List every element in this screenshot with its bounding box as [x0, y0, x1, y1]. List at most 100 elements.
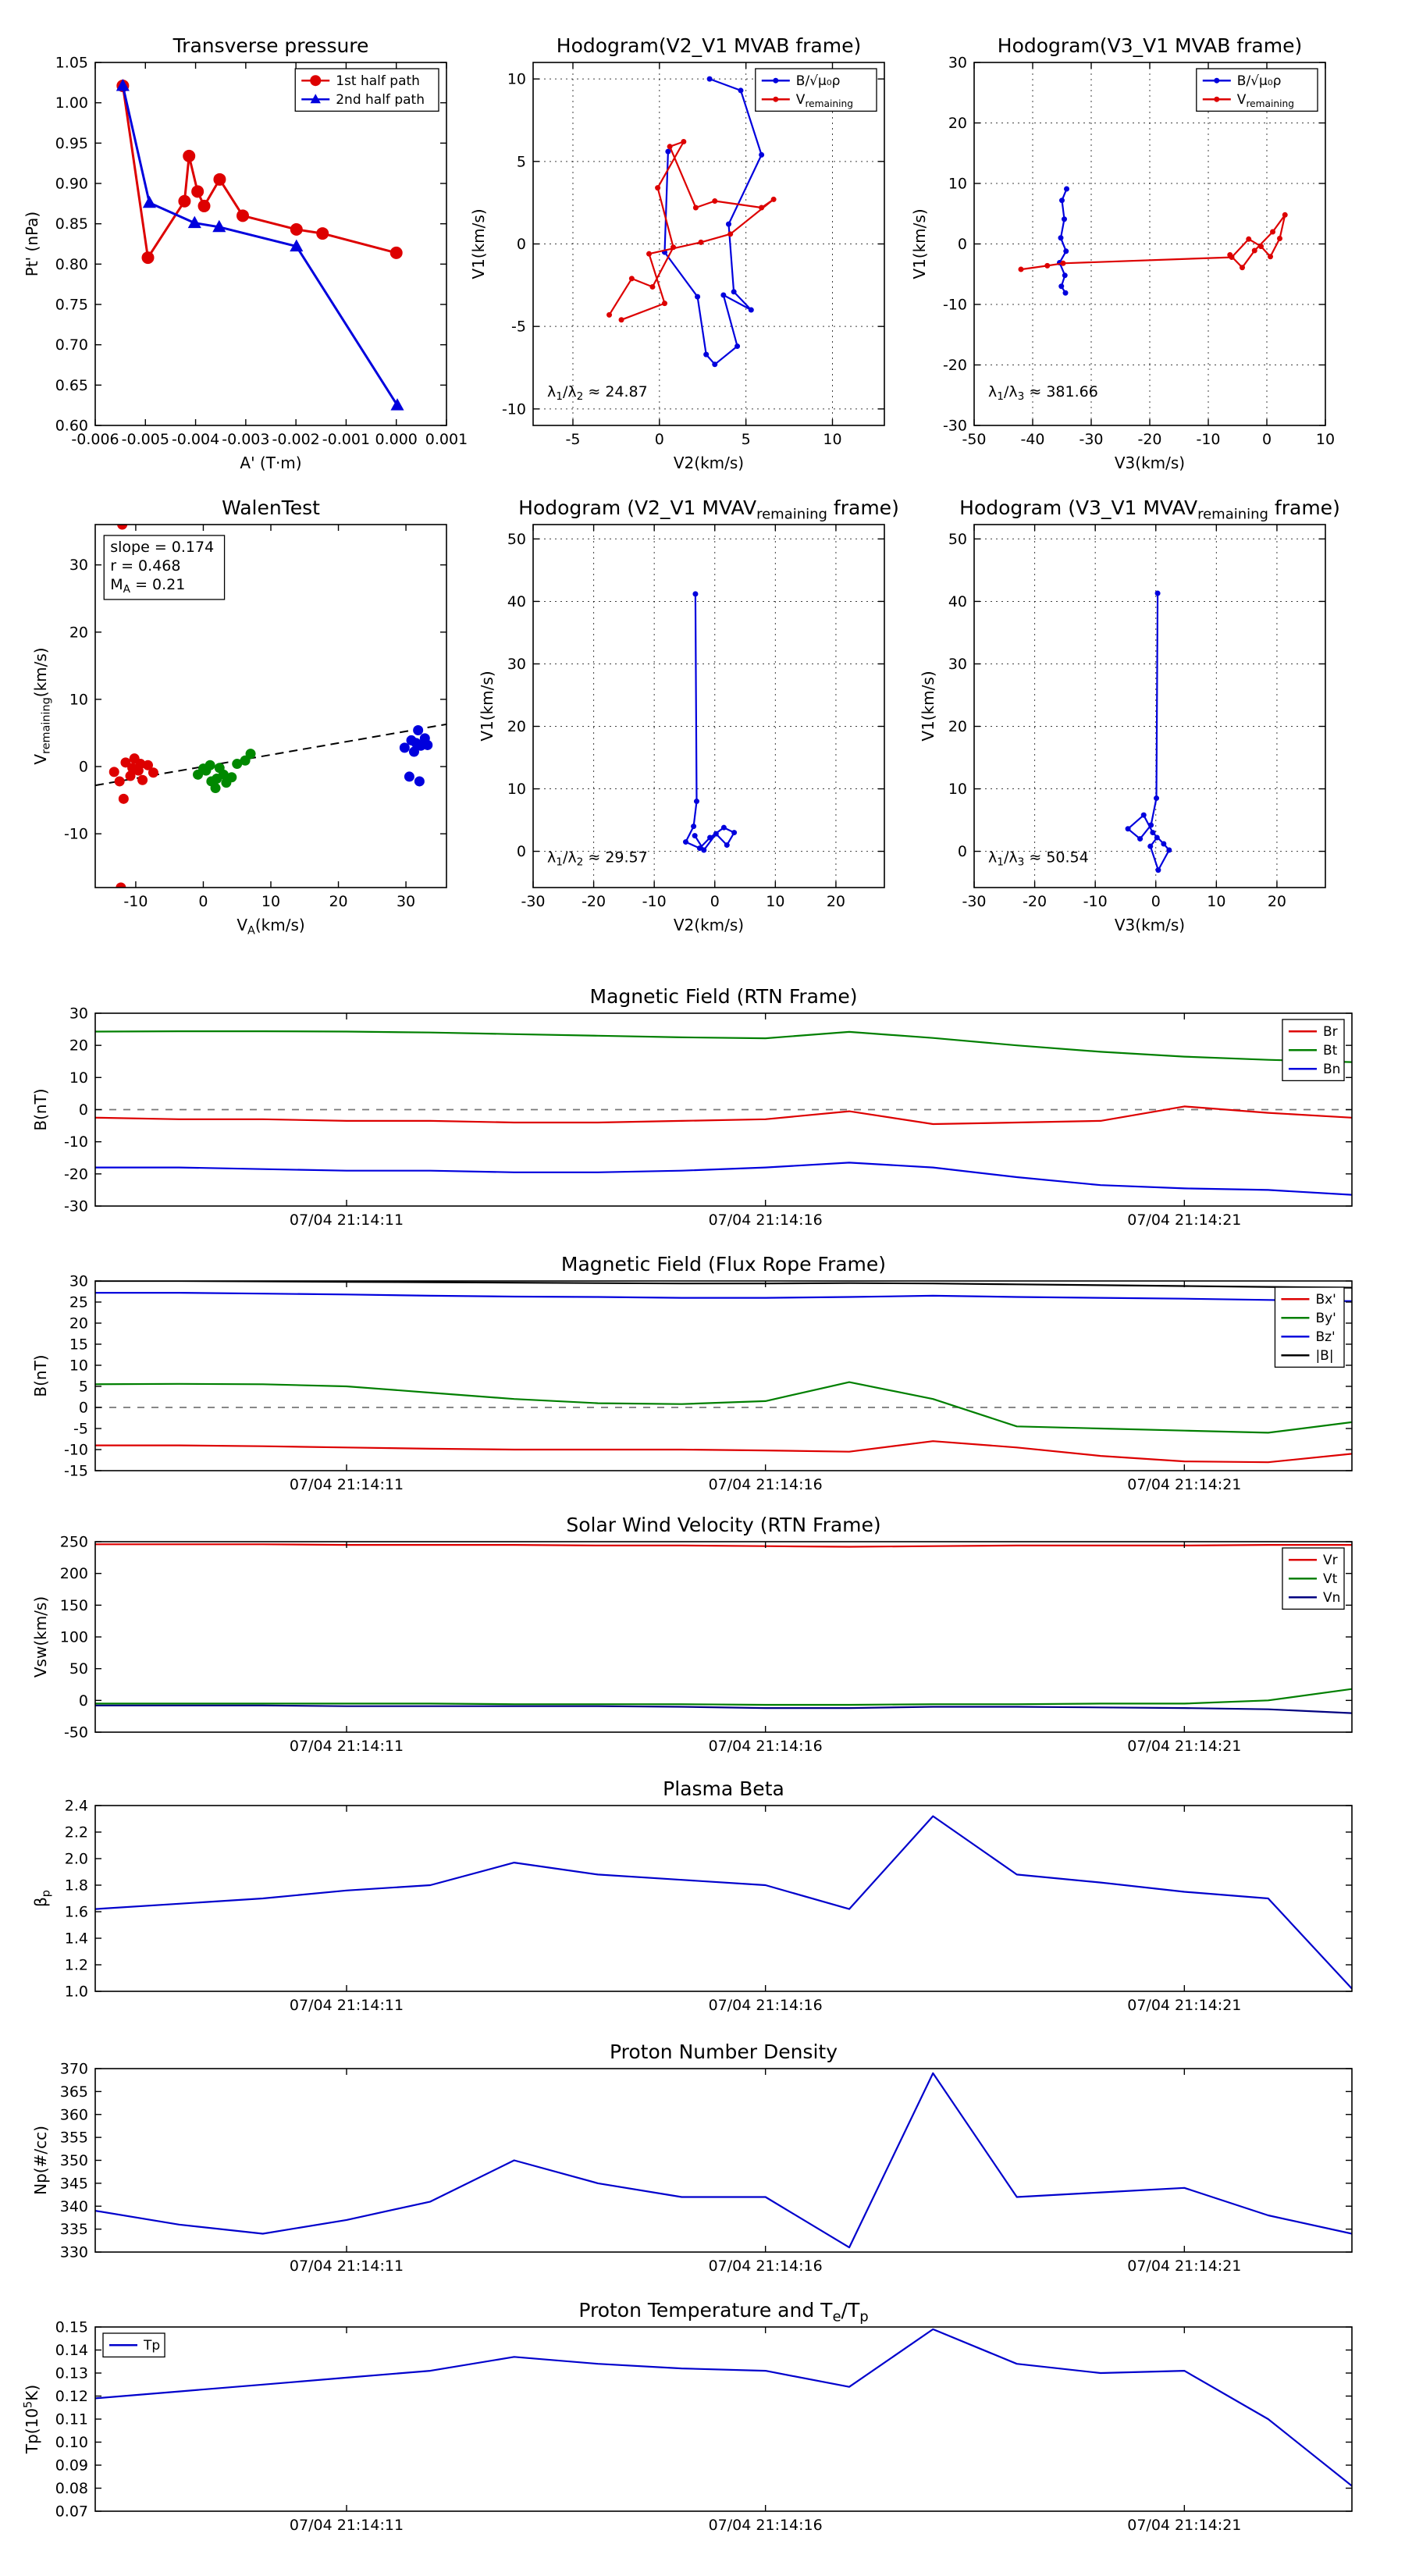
y-axis-label: V1(km/s)	[478, 671, 496, 741]
series-bt	[95, 1030, 1352, 1063]
svg-text:10: 10	[948, 781, 967, 798]
svg-text:20: 20	[1268, 893, 1286, 910]
annotation: λ1/λ3 ≈ 50.54	[988, 849, 1089, 868]
svg-text:0.07: 0.07	[55, 2503, 88, 2521]
y-axis-label: Np(#/cc)	[31, 2126, 50, 2195]
svg-text:07/04 21:14:21: 07/04 21:14:21	[1127, 1212, 1241, 1229]
chart-mag-flux-rope: 07/04 21:14:11 07/04 21:14:16 07/04 21:14:…	[31, 1253, 1353, 1493]
svg-text:07/04 21:14:16: 07/04 21:14:16	[709, 1212, 823, 1229]
y-axis-label: Pt' (nPa)	[23, 212, 41, 276]
svg-text:07/04 21:14:11: 07/04 21:14:11	[290, 1476, 404, 1493]
series-b-alfven	[661, 76, 765, 368]
svg-text:10: 10	[69, 1069, 88, 1087]
svg-text:0.001: 0.001	[425, 431, 468, 448]
series-b-alfven	[1057, 186, 1069, 296]
y-axis-label: Vsw(km/s)	[31, 1596, 50, 1678]
legend: B/√μ₀ρ Vremaining	[755, 68, 877, 112]
chart-hodogram-v2v1-mvav: -30 -20 -10 0 10 20 0 10 20 30 40 50 Hodogram (V2_V1…	[478, 496, 899, 934]
axis-ticks: 07/04 21:14:11 07/04 21:14:16 07/04 21:14:…	[65, 1798, 1352, 2014]
chart-proton-temperature: 07/04 21:14:11 07/04 21:14:16 07/04 21:14:…	[22, 2299, 1353, 2534]
svg-text:370: 370	[60, 2061, 88, 2078]
grid	[973, 525, 1325, 888]
chart-plasma-beta: 07/04 21:14:11 07/04 21:14:16 07/04 21:14:…	[31, 1777, 1353, 2014]
chart-title: WalenTest	[222, 496, 320, 519]
y-axis-label: B(nT)	[31, 1088, 50, 1130]
svg-text:10: 10	[69, 1357, 88, 1375]
svg-text:-0.004: -0.004	[172, 431, 219, 448]
svg-text:07/04 21:14:11: 07/04 21:14:11	[290, 1738, 404, 1755]
legend: 1st half path 2nd half path	[294, 68, 439, 112]
svg-text:150: 150	[60, 1597, 88, 1614]
svg-text:By': By'	[1315, 1311, 1336, 1326]
svg-text:-20: -20	[1023, 893, 1047, 910]
axis-ticks: -0.006 -0.005 -0.004 -0.003 -0.002 -0.001 0.00…	[55, 55, 468, 449]
svg-text:10: 10	[507, 781, 526, 798]
svg-text:Vt: Vt	[1323, 1571, 1338, 1587]
svg-text:-0.002: -0.002	[272, 431, 320, 448]
chart-walen-test: -10 0 10 20 30 -10 0 10 20 30 WalenTest VA(km/s) Vre…	[31, 496, 447, 937]
series-bn	[95, 1162, 1352, 1196]
svg-text:30: 30	[948, 656, 967, 673]
svg-text:Vremaining: Vremaining	[796, 92, 853, 109]
series-red-points	[108, 525, 158, 888]
y-axis-label: V1(km/s)	[469, 208, 488, 279]
svg-text:10: 10	[507, 71, 526, 88]
svg-text:λ1/λ3 ≈ 50.54: λ1/λ3 ≈ 50.54	[988, 849, 1089, 868]
axis-ticks: 07/04 21:14:11 07/04 21:14:16 07/04 21:14:…	[60, 2061, 1352, 2275]
svg-text:-30: -30	[1079, 431, 1103, 448]
svg-text:0: 0	[958, 843, 967, 860]
svg-text:0: 0	[79, 1692, 88, 1710]
chart-hodogram-v3v1-mvav: -30 -20 -10 0 10 20 0 10 20 30 40 50 Hodogram (V3_V1…	[919, 496, 1340, 934]
svg-text:0.75: 0.75	[55, 297, 88, 314]
grid	[532, 525, 884, 888]
axes-frame	[94, 2068, 1353, 2253]
series-beta	[95, 1815, 1352, 1990]
svg-text:2.0: 2.0	[65, 1851, 88, 1868]
chart-title: Proton Number Density	[610, 2041, 838, 2063]
svg-text:0: 0	[517, 843, 526, 860]
svg-text:0.95: 0.95	[55, 135, 88, 152]
svg-text:0.08: 0.08	[55, 2480, 88, 2497]
svg-text:λ1/λ2 ≈ 29.57: λ1/λ2 ≈ 29.57	[547, 849, 648, 868]
svg-text:07/04 21:14:21: 07/04 21:14:21	[1127, 1997, 1241, 2014]
svg-text:-0.006: -0.006	[71, 431, 119, 448]
series-vr	[95, 1543, 1352, 1548]
svg-text:0.15: 0.15	[55, 2319, 88, 2336]
svg-text:Bz': Bz'	[1315, 1329, 1335, 1345]
svg-text:07/04 21:14:11: 07/04 21:14:11	[290, 2517, 404, 2534]
svg-text:1.6: 1.6	[65, 1904, 88, 1921]
svg-text:-40: -40	[1020, 431, 1044, 448]
svg-text:0.85: 0.85	[55, 215, 88, 233]
svg-text:Bx': Bx'	[1315, 1292, 1336, 1308]
svg-text:0.11: 0.11	[55, 2411, 88, 2428]
y-axis-label: B(nT)	[31, 1354, 50, 1397]
svg-text:-5: -5	[73, 1421, 88, 1438]
x-axis-label: V3(km/s)	[1115, 454, 1185, 472]
svg-text:20: 20	[69, 1315, 88, 1332]
chart-title: Hodogram (V2_V1 MVAVremaining frame)	[518, 496, 899, 523]
svg-text:10: 10	[69, 691, 88, 708]
axis-ticks: 07/04 21:14:11 07/04 21:14:16 07/04 21:14:…	[60, 1534, 1352, 1755]
y-axis-label: βp	[31, 1890, 52, 1907]
series-vn	[95, 1704, 1352, 1714]
svg-text:0: 0	[1262, 431, 1272, 448]
chart-title: Solar Wind Velocity (RTN Frame)	[566, 1514, 880, 1536]
svg-text:-10: -10	[502, 400, 526, 418]
svg-text:-10: -10	[642, 893, 667, 910]
svg-text:1.8: 1.8	[65, 1877, 88, 1895]
svg-text:-20: -20	[64, 1165, 88, 1183]
svg-text:360: 360	[60, 2106, 88, 2123]
chart-hodogram-v3v1-mvab: -50 -40 -30 -20 -10 0 10 -30 -20 -10 0 10 20 30 Hodogr…	[910, 34, 1335, 472]
series-fit-line	[95, 723, 446, 787]
svg-text:-0.001: -0.001	[322, 431, 370, 448]
svg-text:-20: -20	[582, 893, 606, 910]
svg-text:0: 0	[79, 1400, 88, 1417]
axes-frame	[532, 524, 885, 888]
series-green-points	[193, 749, 256, 794]
svg-text:340: 340	[60, 2198, 88, 2215]
axis-ticks: -30 -20 -10 0 10 20 0 10 20 30 40 50	[507, 525, 884, 910]
svg-text:0.80: 0.80	[55, 256, 88, 273]
axis-ticks: -30 -20 -10 0 10 20 0 10 20 30 40 50	[948, 525, 1325, 910]
svg-text:-20: -20	[943, 357, 967, 374]
